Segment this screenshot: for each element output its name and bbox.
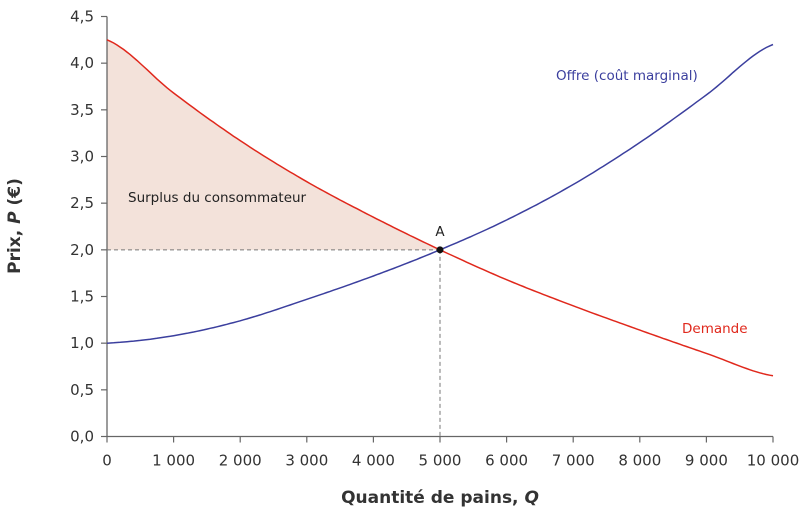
x-tick-label: 4 000	[352, 452, 395, 470]
y-tick-label: 4,0	[70, 54, 94, 72]
x-tick-label: 10 000	[747, 452, 800, 470]
y-tick-label: 0,5	[70, 381, 94, 399]
x-tick-label: 7 000	[552, 452, 595, 470]
consumer-surplus-label: Surplus du consommateur	[128, 190, 307, 206]
x-tick-label: 2 000	[219, 452, 262, 470]
y-tick-label: 1,0	[70, 334, 94, 352]
x-tick-label: 8 000	[618, 452, 661, 470]
x-tick-label: 6 000	[485, 452, 528, 470]
supply-label: Offre (coût marginal)	[556, 68, 698, 84]
y-tick-label: 4,5	[70, 8, 94, 26]
y-tick-label: 3,5	[70, 101, 94, 119]
y-tick-label: 2,0	[70, 241, 94, 259]
x-axis-title: Quantité de pains, Q	[341, 488, 539, 508]
demand-label: Demande	[682, 321, 748, 337]
y-tick-label: 0,0	[70, 428, 94, 446]
equilibrium-point	[436, 246, 444, 254]
x-tick-label: 1 000	[152, 452, 195, 470]
y-axis-title: Prix, P (€)	[5, 178, 25, 274]
x-tick-label: 0	[102, 452, 112, 470]
x-tick-label: 5 000	[419, 452, 462, 470]
y-tick-label: 2,5	[70, 194, 94, 212]
x-tick-label: 3 000	[285, 452, 328, 470]
y-tick-label: 1,5	[70, 288, 94, 306]
y-tick-label: 3,0	[70, 148, 94, 166]
x-tick-label: 9 000	[685, 452, 728, 470]
consumer-surplus-area	[107, 39, 440, 250]
equilibrium-label: A	[435, 224, 445, 240]
